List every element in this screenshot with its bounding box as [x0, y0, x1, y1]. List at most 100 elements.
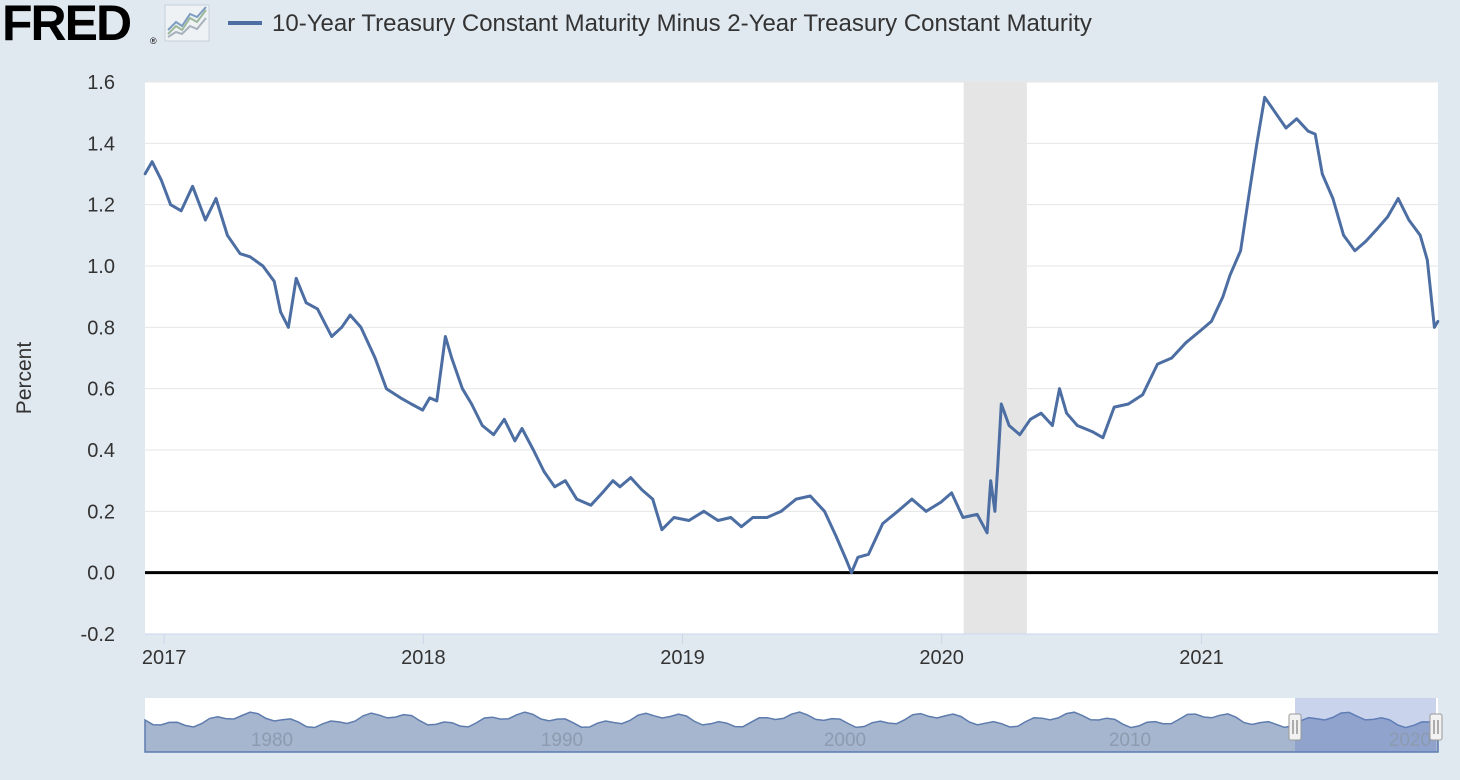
x-tick-label: 2018 — [401, 647, 446, 669]
data-point — [1364, 240, 1367, 243]
series-points — [143, 96, 1440, 574]
data-point — [779, 510, 783, 513]
data-point — [1058, 387, 1061, 390]
range-navigator[interactable]: 1980 1990 2000 2010 2020 — [0, 690, 1460, 770]
data-point — [961, 516, 965, 519]
data-point — [975, 513, 979, 516]
data-point — [1007, 424, 1011, 427]
data-point — [985, 531, 989, 535]
data-point — [1141, 393, 1144, 397]
data-point — [1331, 197, 1335, 200]
data-point — [1101, 436, 1105, 440]
data-point — [304, 301, 308, 305]
data-point — [1295, 117, 1299, 121]
data-point — [751, 516, 755, 519]
data-point — [340, 326, 343, 329]
data-point — [1248, 188, 1252, 191]
data-point — [1170, 356, 1174, 360]
data-point — [1263, 96, 1267, 99]
data-point — [359, 326, 363, 329]
data-point — [480, 424, 484, 427]
fred-logo[interactable]: FRED — [2, 0, 132, 51]
data-point — [461, 387, 464, 390]
data-point — [1239, 249, 1242, 252]
y-tick-label: 1.4 — [87, 133, 115, 155]
data-point — [1396, 197, 1400, 200]
data-point — [1065, 411, 1068, 415]
y-tick-label: 1.6 — [87, 72, 115, 94]
data-point — [600, 491, 604, 495]
data-point — [1353, 249, 1357, 252]
data-point — [160, 178, 163, 182]
data-point — [589, 503, 593, 507]
data-point — [924, 510, 928, 513]
data-point — [850, 571, 853, 574]
data-point — [716, 519, 720, 522]
data-point — [1255, 142, 1259, 145]
data-point — [169, 203, 172, 206]
fred-logo-chart-icon[interactable] — [164, 4, 210, 42]
y-tick-label: 0.6 — [87, 379, 115, 401]
recession-band — [963, 82, 1027, 634]
data-point — [1029, 418, 1032, 421]
data-point — [989, 479, 992, 482]
data-point — [1199, 329, 1203, 332]
data-point — [150, 160, 154, 164]
navigator-left-handle[interactable] — [1288, 713, 1302, 741]
data-point — [316, 307, 319, 311]
data-point — [179, 209, 183, 213]
data-point — [809, 494, 812, 498]
data-point — [1418, 234, 1422, 237]
data-point — [1306, 129, 1310, 133]
y-tick-label: 0.8 — [87, 317, 115, 339]
navigator-right-handle[interactable] — [1429, 713, 1443, 741]
data-point — [845, 559, 848, 562]
data-point — [660, 528, 664, 532]
y-tick-label: 0.4 — [87, 440, 115, 462]
data-point — [1375, 227, 1379, 231]
data-point — [261, 264, 265, 268]
data-point — [1386, 215, 1389, 219]
data-point — [740, 525, 743, 528]
y-tick-label: -0.2 — [81, 624, 115, 646]
data-point — [618, 485, 622, 489]
data-point — [421, 408, 424, 412]
data-point — [1407, 218, 1411, 222]
data-point — [1274, 111, 1277, 114]
data-point — [287, 326, 290, 329]
data-point — [470, 402, 473, 406]
data-point — [502, 418, 506, 421]
x-tick-label: 2020 — [919, 647, 964, 669]
data-point — [867, 552, 870, 556]
navigator-series-area — [144, 711, 1439, 753]
data-point — [564, 479, 567, 482]
data-point — [1426, 258, 1429, 262]
navigator-selected-range[interactable] — [1295, 698, 1436, 752]
data-point — [856, 556, 860, 559]
data-point — [1342, 234, 1345, 237]
data-point — [729, 516, 733, 519]
data-point — [896, 510, 899, 513]
data-point — [765, 516, 769, 519]
data-point — [939, 500, 943, 504]
data-point — [910, 497, 914, 501]
data-point — [687, 519, 691, 522]
data-point — [881, 522, 885, 525]
data-point — [409, 402, 413, 406]
navigator-axis-label: 2010 — [1109, 730, 1151, 751]
data-point — [238, 252, 242, 256]
data-point — [1210, 319, 1213, 323]
legend-series-title[interactable]: 10-Year Treasury Constant Maturity Minus… — [272, 10, 1092, 37]
data-point — [1436, 319, 1440, 323]
data-point — [1156, 362, 1159, 366]
data-point — [1433, 326, 1436, 329]
data-point — [542, 470, 546, 473]
data-point — [1228, 273, 1232, 277]
data-point — [294, 276, 298, 280]
data-point — [143, 172, 147, 176]
data-point — [492, 433, 495, 436]
data-point — [204, 218, 207, 222]
data-point — [651, 497, 654, 501]
y-tick-label: 1.0 — [87, 256, 115, 278]
x-tick-label: 2019 — [660, 647, 705, 669]
